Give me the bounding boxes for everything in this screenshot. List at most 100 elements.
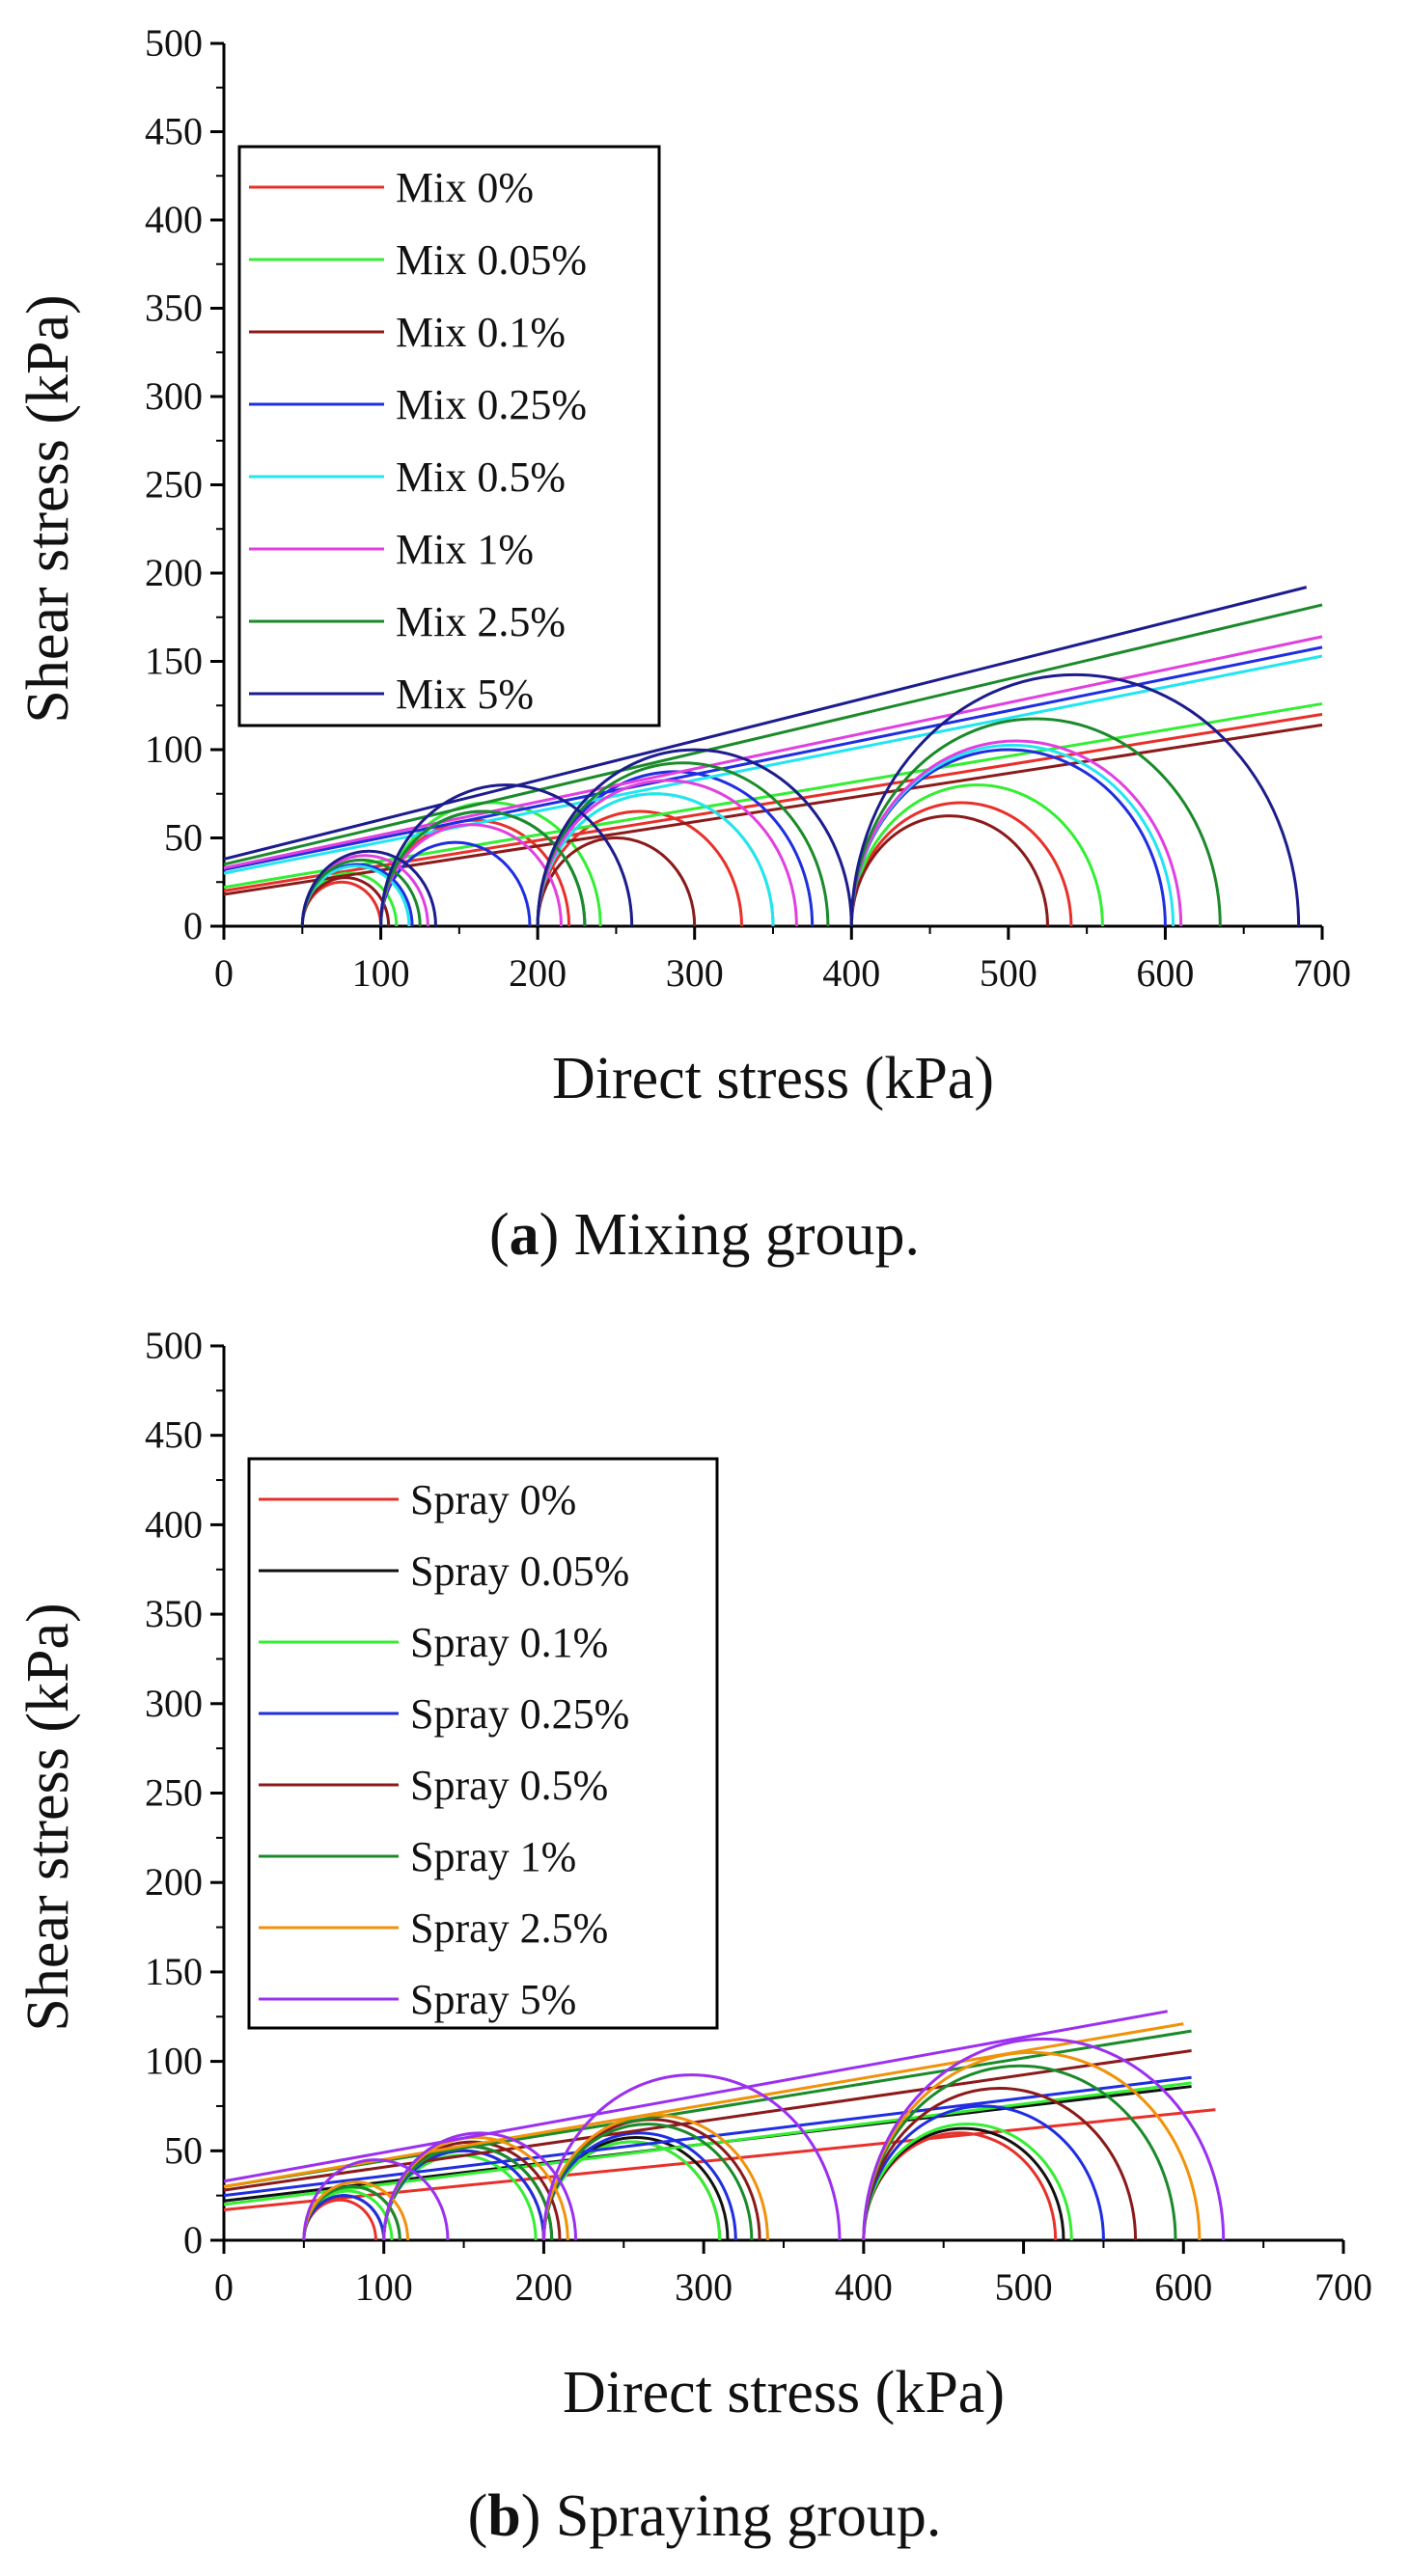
mohr-circle xyxy=(300,849,437,927)
mohr-circle xyxy=(541,2113,769,2241)
y-tick-label: 250 xyxy=(145,1771,203,1815)
y-tick-label: 500 xyxy=(145,1324,203,1367)
mohr-circle xyxy=(849,801,1073,927)
legend-box xyxy=(247,1457,719,2030)
y-tick-label: 50 xyxy=(164,816,203,860)
chart-mixing: 0 50 100 150 200 250 300 350 400 450 500 0 100 200 300… xyxy=(15,21,1351,1268)
x-axis-label: Direct stress (kPa) xyxy=(563,2360,1005,2425)
mohr-circle xyxy=(382,2145,554,2241)
legend-label: Mix 1% xyxy=(396,526,534,573)
envelope-line xyxy=(223,654,1323,875)
envelope-line xyxy=(223,2010,1168,2183)
x-tick-label: 500 xyxy=(980,951,1037,995)
x-tick-label: 700 xyxy=(1293,951,1351,995)
mohr-circle xyxy=(382,2131,578,2241)
legend-label: Mix 0.25% xyxy=(396,381,587,428)
y-tick-label: 300 xyxy=(145,374,203,418)
x-tick-label: 200 xyxy=(514,2265,572,2309)
mohr-circle xyxy=(862,2122,1073,2241)
y-tick-label: 250 xyxy=(145,463,203,507)
y-tick-label: 350 xyxy=(145,287,203,330)
x-tick-label: 300 xyxy=(675,2265,733,2309)
x-tick-label: 100 xyxy=(352,951,410,995)
chart-spraying: 0 50 100 150 200 250 300 350 400 450 500 0 100 200 300… xyxy=(15,1324,1372,2549)
envelope-line xyxy=(223,2108,1216,2211)
x-tick-label: 300 xyxy=(666,951,724,995)
y-tick-label: 0 xyxy=(183,2218,203,2261)
legend-box xyxy=(237,145,661,727)
mohr-circle xyxy=(302,2158,450,2241)
envelope-line xyxy=(223,586,1308,861)
y-tick-label: 150 xyxy=(145,640,203,683)
y-tick-label: 450 xyxy=(145,1413,203,1457)
envelope-line xyxy=(223,635,1323,870)
x-tick-label: 600 xyxy=(1154,2265,1212,2309)
legend-label: Spray 5% xyxy=(410,1976,576,2023)
y-axis-label: Shear stress (kPa) xyxy=(15,294,81,723)
legend-label: Mix 5% xyxy=(396,671,534,718)
mohr-circle xyxy=(536,836,697,927)
legend-label: Mix 0.1% xyxy=(396,309,566,356)
mohr-circle xyxy=(849,814,1049,927)
mohr-circle xyxy=(379,783,634,927)
y-tick-label: 450 xyxy=(145,110,203,153)
legend-label: Spray 0% xyxy=(410,1476,576,1523)
x-tick-label: 700 xyxy=(1314,2265,1372,2309)
x-tick-label: 100 xyxy=(355,2265,413,2309)
x-tick-label: 500 xyxy=(995,2265,1053,2309)
legend: Spray 0% Spray 0.05% Spray 0.1% Spray 0.25%… xyxy=(247,1457,719,2030)
x-tick-label: 400 xyxy=(822,951,880,995)
legend-label: Spray 0.1% xyxy=(410,1619,608,1666)
envelope-line xyxy=(223,603,1323,866)
y-tick-label: 500 xyxy=(145,21,203,65)
mohr-circle xyxy=(382,2145,554,2241)
mohr-circle xyxy=(536,779,798,927)
mohr-circle xyxy=(849,739,1183,927)
mohr-circle xyxy=(302,2180,410,2241)
legend-label: Mix 2.5% xyxy=(396,598,566,645)
y-tick-label: 100 xyxy=(145,727,203,771)
x-axis-label: Direct stress (kPa) xyxy=(552,1046,994,1111)
y-tick-label: 400 xyxy=(145,198,203,241)
y-tick-label: 400 xyxy=(145,1502,203,1546)
legend-label: Spray 2.5% xyxy=(410,1905,608,1952)
legend-label: Mix 0.5% xyxy=(396,453,566,501)
y-tick-label: 150 xyxy=(145,1950,203,1993)
y-axis-label: Shear stress (kPa) xyxy=(15,1603,81,2031)
legend-label: Spray 1% xyxy=(410,1833,576,1880)
legend-label: Mix 0% xyxy=(396,164,534,211)
mohr-circle xyxy=(862,2087,1138,2241)
x-tick-label: 0 xyxy=(214,951,234,995)
envelope-line xyxy=(223,2048,1192,2192)
legend-label: Spray 0.5% xyxy=(410,1762,608,1809)
legend-label: Mix 0.05% xyxy=(396,236,587,284)
y-tick-label: 200 xyxy=(145,551,203,594)
mohr-circle xyxy=(536,761,830,927)
mohr-circle xyxy=(849,717,1222,927)
mohr-circle xyxy=(379,840,532,927)
envelope-line xyxy=(223,645,1323,871)
x-tick-label: 400 xyxy=(835,2265,893,2309)
plot-area xyxy=(223,586,1323,927)
legend-label: Spray 0.25% xyxy=(410,1690,629,1738)
mohr-circle xyxy=(379,809,587,927)
x-tick-label: 600 xyxy=(1136,951,1194,995)
y-tick-label: 100 xyxy=(145,2040,203,2083)
y-tick-label: 0 xyxy=(183,904,203,947)
mohr-circle xyxy=(541,2140,722,2241)
x-tick-label: 0 xyxy=(214,2265,234,2309)
legend: Mix 0% Mix 0.05% Mix 0.1% Mix 0.25% Mix 0.5%… xyxy=(237,145,661,727)
mohr-circle xyxy=(849,783,1104,927)
plot-area xyxy=(223,2010,1224,2241)
figure-caption: (a) Mixing group. xyxy=(489,1202,920,1268)
legend-label: Spray 0.05% xyxy=(410,1548,629,1595)
y-tick-label: 300 xyxy=(145,1682,203,1725)
y-tick-label: 350 xyxy=(145,1592,203,1635)
x-tick-label: 200 xyxy=(509,951,567,995)
y-tick-label: 50 xyxy=(164,2128,203,2172)
y-tick-label: 200 xyxy=(145,1860,203,1904)
mohr-circle xyxy=(541,2140,722,2241)
mohr-circle xyxy=(536,748,853,927)
envelope-line xyxy=(223,712,1323,892)
